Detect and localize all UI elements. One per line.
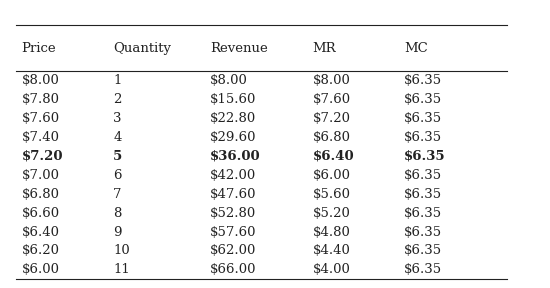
Text: 10: 10 (113, 245, 130, 257)
Text: $8.00: $8.00 (313, 74, 350, 87)
Text: $57.60: $57.60 (210, 226, 257, 238)
Text: $6.20: $6.20 (21, 245, 59, 257)
Text: $6.00: $6.00 (21, 264, 59, 276)
Text: $66.00: $66.00 (210, 264, 257, 276)
Text: $4.80: $4.80 (313, 226, 350, 238)
Text: $6.35: $6.35 (404, 74, 443, 87)
Text: $7.60: $7.60 (313, 93, 351, 106)
Text: $4.40: $4.40 (313, 245, 350, 257)
Text: 1: 1 (113, 74, 122, 87)
Text: $52.80: $52.80 (210, 206, 256, 219)
Text: $36.00: $36.00 (210, 149, 261, 162)
Text: $22.80: $22.80 (210, 111, 256, 125)
Text: $29.60: $29.60 (210, 130, 257, 144)
Text: $5.60: $5.60 (313, 187, 351, 200)
Text: 7: 7 (113, 187, 122, 200)
Text: MR: MR (313, 41, 337, 54)
Text: 8: 8 (113, 206, 122, 219)
Text: $4.00: $4.00 (313, 264, 350, 276)
Text: $6.35: $6.35 (404, 245, 443, 257)
Text: $8.00: $8.00 (21, 74, 59, 87)
Text: $6.80: $6.80 (313, 130, 351, 144)
Text: $7.80: $7.80 (21, 93, 59, 106)
Text: $6.60: $6.60 (21, 206, 60, 219)
Text: $7.60: $7.60 (21, 111, 60, 125)
Text: 9: 9 (113, 226, 122, 238)
Text: $7.20: $7.20 (21, 149, 63, 162)
Text: $6.35: $6.35 (404, 264, 443, 276)
Text: Revenue: Revenue (210, 41, 268, 54)
Text: $6.00: $6.00 (313, 168, 351, 181)
Text: 4: 4 (113, 130, 122, 144)
Text: 2: 2 (113, 93, 122, 106)
Text: $6.40: $6.40 (21, 226, 59, 238)
Text: 11: 11 (113, 264, 130, 276)
Text: $7.20: $7.20 (313, 111, 351, 125)
Text: Price: Price (21, 41, 56, 54)
Text: $6.35: $6.35 (404, 93, 443, 106)
Text: $47.60: $47.60 (210, 187, 257, 200)
Text: $6.40: $6.40 (313, 149, 354, 162)
Text: $62.00: $62.00 (210, 245, 257, 257)
Text: $6.80: $6.80 (21, 187, 59, 200)
Text: $6.35: $6.35 (404, 226, 443, 238)
Text: $15.60: $15.60 (210, 93, 257, 106)
Text: $7.40: $7.40 (21, 130, 59, 144)
Text: $6.35: $6.35 (404, 130, 443, 144)
Text: $6.35: $6.35 (404, 111, 443, 125)
Text: $42.00: $42.00 (210, 168, 256, 181)
Text: 3: 3 (113, 111, 122, 125)
Text: MC: MC (404, 41, 428, 54)
Text: $6.35: $6.35 (404, 187, 443, 200)
Text: $6.35: $6.35 (404, 206, 443, 219)
Text: $6.35: $6.35 (404, 149, 446, 162)
Text: 6: 6 (113, 168, 122, 181)
Text: $6.35: $6.35 (404, 168, 443, 181)
Text: $5.20: $5.20 (313, 206, 350, 219)
Text: 5: 5 (113, 149, 123, 162)
Text: $8.00: $8.00 (210, 74, 248, 87)
Text: Quantity: Quantity (113, 41, 171, 54)
Text: $7.00: $7.00 (21, 168, 59, 181)
